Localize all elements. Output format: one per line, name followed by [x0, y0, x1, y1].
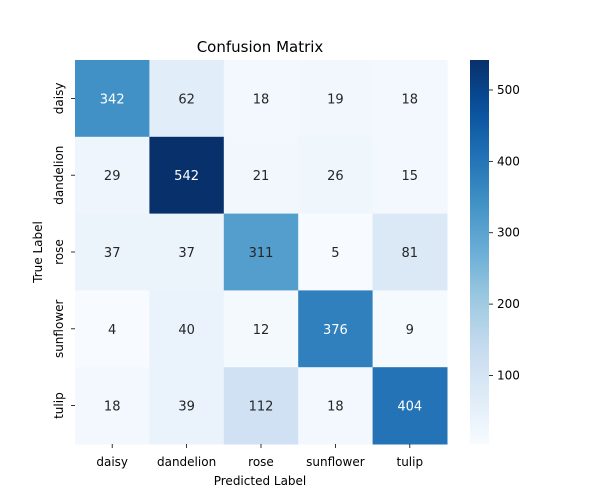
cell-value-label: 4: [108, 323, 116, 338]
colorbar-tick-label: 500: [497, 83, 520, 97]
y-tick-label: daisy: [52, 83, 66, 115]
cell-value-label: 311: [249, 246, 274, 261]
heatmap-cell: [372, 60, 448, 138]
heatmap-cell: [298, 367, 374, 445]
cell-value-label: 342: [100, 92, 125, 107]
heatmap-grid: 342 62 18 19 18 29 542 21 26 15 37 37 311 5 81 4 40 12 376…: [75, 60, 448, 445]
heatmap-cell: [75, 367, 150, 445]
colorbar-tick-label: 200: [497, 297, 520, 311]
colorbar-tick-label: 300: [497, 226, 520, 240]
cell-value-label: 18: [402, 92, 419, 107]
y-axis-ticks: daisy dandelion rose sunflower tulip: [52, 83, 75, 419]
y-tick-label: rose: [52, 239, 66, 265]
heatmap-cell: [75, 213, 150, 291]
cell-value-label: 112: [249, 400, 274, 415]
y-tick-label: sunflower: [52, 299, 66, 358]
heatmap-cell: [223, 136, 299, 215]
cell-value-label: 29: [104, 169, 121, 184]
cell-value-label: 376: [323, 323, 348, 338]
y-axis-label: True Label: [31, 221, 45, 284]
cell-value-label: 12: [253, 323, 270, 338]
cell-value-label: 19: [327, 92, 344, 107]
cell-value-label: 542: [174, 169, 199, 184]
colorbar-tick-label: 400: [497, 154, 520, 168]
cell-value-label: 5: [331, 246, 339, 261]
cell-value-label: 404: [397, 400, 422, 415]
cell-value-label: 40: [178, 323, 195, 338]
x-axis-label: Predicted Label: [214, 474, 307, 488]
colorbar: [470, 60, 489, 444]
heatmap-cell: [223, 60, 299, 138]
heatmap-cell: [372, 290, 448, 368]
heatmap-cell: [149, 290, 225, 368]
cell-value-label: 18: [104, 400, 121, 415]
heatmap-cell: [223, 367, 299, 445]
heatmap-cell: [298, 290, 374, 368]
heatmap-cell: [372, 213, 448, 291]
heatmap-cell: [298, 60, 374, 138]
y-tick-label: dandelion: [52, 146, 66, 205]
heatmap-cell: [372, 367, 448, 445]
cell-value-label: 9: [406, 323, 414, 338]
colorbar-ticks: 100 200 300 400 500: [489, 83, 520, 382]
cell-value-label: 21: [253, 169, 270, 184]
cell-value-label: 37: [178, 246, 195, 261]
heatmap-cell: [298, 213, 374, 291]
cell-value-label: 18: [327, 400, 344, 415]
cell-value-label: 37: [104, 246, 121, 261]
heatmap-cell: [298, 136, 374, 215]
cell-value-label: 62: [178, 92, 195, 107]
cell-value-label: 26: [327, 169, 344, 184]
heatmap-cell: [149, 213, 225, 291]
heatmap-cell: [223, 290, 299, 368]
x-tick-label: rose: [248, 455, 274, 469]
colorbar-tick-label: 100: [497, 368, 520, 382]
cell-value-label: 15: [402, 169, 419, 184]
heatmap-cell: [149, 60, 225, 138]
heatmap-cell: [149, 136, 225, 215]
heatmap-cell: [75, 136, 150, 215]
x-tick-label: daisy: [96, 455, 128, 469]
chart-title: Confusion Matrix: [197, 38, 324, 56]
heatmap-cell: [372, 136, 448, 215]
cell-value-label: 18: [253, 92, 270, 107]
heatmap-cell: [149, 367, 225, 445]
heatmap-cell: [75, 290, 150, 368]
y-tick-label: tulip: [52, 392, 66, 419]
x-tick-label: dandelion: [157, 455, 216, 469]
x-tick-label: sunflower: [306, 455, 365, 469]
x-tick-label: tulip: [396, 455, 423, 469]
x-axis-ticks: daisy dandelion rose sunflower tulip: [96, 444, 423, 469]
cell-value-label: 81: [402, 246, 419, 261]
heatmap-cell: [223, 213, 299, 291]
heatmap-cell: [75, 60, 150, 138]
cell-value-label: 39: [178, 400, 195, 415]
